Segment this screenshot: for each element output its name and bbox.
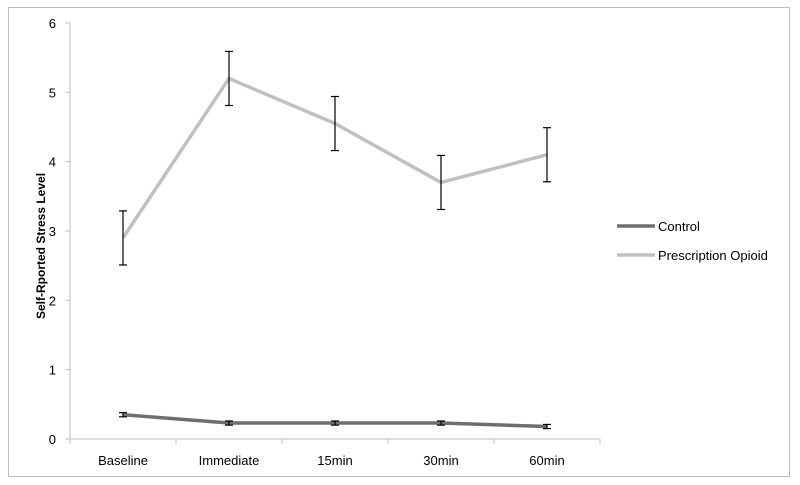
- legend-item: Control: [617, 219, 700, 234]
- x-tick-label: 30min: [423, 453, 458, 468]
- x-tick-label: Immediate: [199, 453, 260, 468]
- y-tick-label: 4: [49, 155, 56, 170]
- error-bar: [543, 127, 551, 183]
- y-axis-label: Self-Rported Stress Level: [34, 173, 48, 319]
- y-tick-label: 5: [49, 85, 56, 100]
- chart-frame: [8, 7, 790, 477]
- legend: Control Prescription Opioid: [617, 219, 768, 263]
- legend-label: Control: [658, 219, 700, 234]
- legend-item: Prescription Opioid: [617, 248, 768, 263]
- series-layer: [119, 50, 551, 430]
- error-bar: [331, 420, 339, 426]
- y-tick-label: 6: [49, 16, 56, 31]
- error-bar: [225, 50, 233, 107]
- legend-label: Prescription Opioid: [658, 248, 768, 263]
- error-bar: [225, 420, 233, 426]
- y-tick-label: 1: [49, 363, 56, 378]
- error-bar: [437, 154, 445, 211]
- x-axis: Baseline Immediate 15min 30min 60min: [69, 438, 601, 468]
- error-bar: [543, 423, 551, 430]
- y-tick-label: 2: [49, 293, 56, 308]
- y-tick-label: 3: [49, 224, 56, 239]
- x-tick-label: 60min: [529, 453, 564, 468]
- x-tick-label: 15min: [317, 453, 352, 468]
- error-bar: [331, 95, 339, 152]
- x-tick-label: Baseline: [98, 453, 148, 468]
- y-tick-label: 0: [49, 432, 56, 447]
- error-bar: [119, 412, 127, 418]
- error-bar: [437, 420, 445, 426]
- y-axis: 0 1 2 3 4 5 6: [49, 16, 71, 447]
- error-bar: [119, 210, 127, 266]
